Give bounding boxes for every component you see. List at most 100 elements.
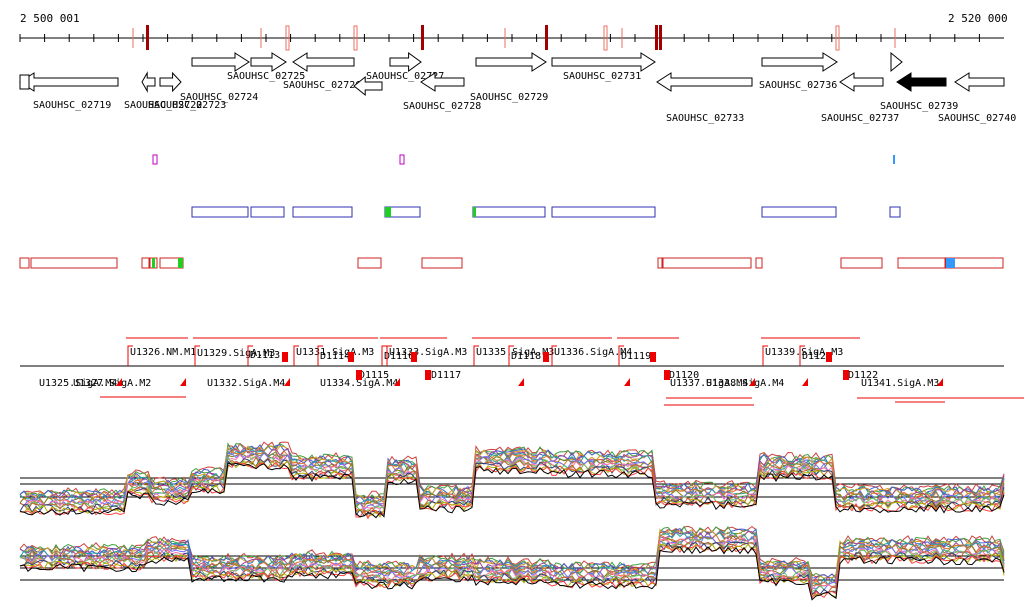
terminator-marker (650, 352, 656, 362)
promoter-arrow (508, 345, 514, 366)
feature-label-above: U1329.SigA.M3 (197, 348, 275, 359)
profile-line (19, 444, 1005, 502)
terminator-marker (348, 352, 354, 362)
feature-label-below: U1334.SigA.M4 (320, 378, 398, 389)
profile-line (19, 445, 1005, 504)
gene-arrow (191, 52, 250, 72)
gene-label: SAOUHSC_02726 (283, 80, 361, 91)
promoter-arrow (749, 378, 755, 386)
promoter-arrow (518, 378, 524, 386)
feature-label-below: D1115 (359, 370, 389, 381)
red-feature-box (662, 257, 752, 269)
gene-arrow (420, 72, 465, 92)
gene-label: SAOUHSC_02729 (470, 92, 548, 103)
gene-arrow (292, 52, 355, 72)
ruler-marker (285, 25, 290, 51)
terminator-marker (543, 352, 549, 362)
promoter-arrow (317, 345, 323, 366)
gene-arrow (475, 52, 547, 72)
promoter-arrow (194, 345, 200, 366)
green-feature-mark (178, 258, 183, 268)
feature-label-above: U1336.SigA.M4 (554, 347, 632, 358)
promoter-arrow (180, 378, 186, 386)
promoter-arrow (802, 378, 808, 386)
feature-label-below: D1120 (669, 370, 699, 381)
expression-profile-track-2 (19, 525, 1005, 601)
gene-track[interactable]: SAOUHSC_02719 SAOUHSC_02722SAOUHSC_02723S… (19, 51, 1016, 124)
terminator-marker (411, 352, 417, 362)
feature-label-above: D1114 (320, 351, 350, 362)
green-feature-mark (473, 207, 476, 217)
terminator-marker (356, 370, 362, 380)
red-feature-box (30, 257, 118, 269)
terminator-marker (425, 370, 431, 380)
feature-label-above: D1118 (511, 351, 541, 362)
promoter-arrow (284, 378, 290, 386)
ruler-marker (603, 25, 608, 51)
gene-arrow (159, 71, 182, 93)
red-feature-box (657, 257, 663, 269)
profile-line (19, 460, 1005, 520)
gene-label: SAOUHSC_02725 (227, 71, 305, 82)
green-feature-mark (385, 207, 391, 217)
green-feature-mark (152, 258, 155, 268)
expression-profile-track-1 (19, 441, 1005, 520)
profile-line (19, 462, 1005, 519)
red-feature-box (421, 257, 463, 269)
feature-label-above: D1121 (802, 351, 832, 362)
promoter-arrow (624, 378, 630, 386)
gene-label: SAOUHSC_02731 (563, 71, 641, 82)
gene-arrow (896, 72, 947, 92)
profile-line (19, 447, 1005, 505)
gene-label: SAOUHSC_02728 (403, 101, 481, 112)
feature-label-above: D1116 (384, 351, 414, 362)
magenta-feature-track (152, 154, 895, 165)
gene-arrow (141, 71, 156, 93)
feature-label-below: D1117 (431, 370, 461, 381)
ruler-marker (655, 25, 658, 50)
red-feature-box (755, 257, 763, 269)
blue-feature-box (292, 206, 353, 218)
ruler-end-label: 2 520 000 (948, 12, 1008, 25)
gene-arrow (551, 52, 656, 72)
gene-label: SAOUHSC_02736 (759, 80, 837, 91)
gene-arrow (954, 72, 1005, 92)
feature-label-above: D1119 (621, 351, 651, 362)
promoter-arrow (618, 345, 624, 366)
promoter-arrow (386, 345, 392, 366)
feature-label-below: U1338.SigA.M4 (706, 378, 784, 389)
promoter-arrow (247, 345, 253, 366)
ruler-track (19, 25, 1004, 51)
profile-line (19, 544, 1005, 600)
promoter-arrow (551, 345, 557, 366)
gene-label: SAOUHSC_02727 (366, 71, 444, 82)
terminator-marker (664, 370, 670, 380)
profile-line (19, 455, 1005, 514)
gene-arrow (389, 52, 422, 72)
feature-label-above: D1113 (250, 350, 280, 361)
ruler-marker (835, 25, 840, 51)
feature-label-above: U1339.SigA.M3 (765, 347, 843, 358)
magenta-feature-box (399, 154, 405, 165)
gene-label: SAOUHSC_02733 (666, 113, 744, 124)
gene-arrow (250, 52, 287, 72)
gene-label: SAOUHSC_02722 (124, 100, 202, 111)
feature-label-below: U1325.SigA.M4 (39, 378, 117, 389)
feature-label-above: U1331.SigA.M3 (296, 347, 374, 358)
gene-label: SAOUHSC_02737 (821, 113, 899, 124)
feature-label-below: D1122 (848, 370, 878, 381)
red-feature-box (897, 257, 946, 269)
feature-label-below: U1327.SigA.M2 (73, 378, 151, 389)
blue-feature-mark (893, 155, 895, 164)
profile-line (19, 441, 1005, 500)
promoter-arrow (116, 378, 122, 386)
blue-feature-mark (946, 258, 955, 268)
gene-label: SAOUHSC_02719 (33, 100, 111, 111)
magenta-feature-box (152, 154, 158, 165)
blue-feature-box (472, 206, 546, 218)
gene-arrow (19, 72, 119, 92)
gene-arrow (890, 51, 903, 73)
ruler-start-label: 2 500 001 (20, 12, 80, 25)
terminator-marker (843, 370, 849, 380)
